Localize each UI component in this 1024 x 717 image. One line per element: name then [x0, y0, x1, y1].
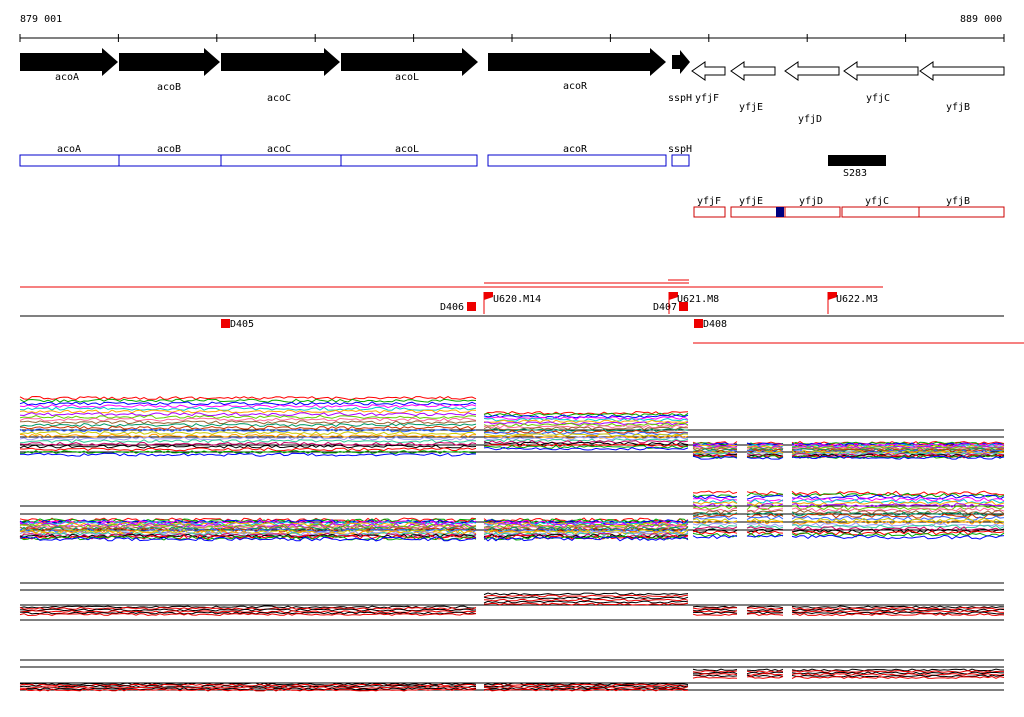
svg-text:yfjF: yfjF [695, 93, 719, 104]
cds-box-acoC[interactable]: acoC [220, 144, 342, 167]
svg-text:acoA: acoA [55, 72, 79, 83]
svg-text:acoR: acoR [563, 144, 588, 155]
expression-panel-2 [19, 490, 1005, 542]
svg-text:yfjB: yfjB [946, 196, 970, 207]
cds-box-yfjE[interactable]: yfjE [730, 196, 786, 218]
cds-box-acoB[interactable]: acoB [118, 144, 222, 167]
gene-arrow-acoL[interactable]: acoL [341, 48, 478, 83]
gene-arrow-yfjD[interactable]: yfjD [784, 61, 840, 125]
svg-text:yfjD: yfjD [798, 114, 822, 125]
svg-text:U620.M14: U620.M14 [493, 294, 541, 305]
cds-box-yfjF[interactable]: yfjF [693, 196, 726, 218]
cds-box-sspH[interactable]: sspH [668, 144, 692, 167]
marker-track: D406 U620.M14 D407 U621.M8 U622.M3 D405 … [20, 279, 1024, 344]
svg-text:S283: S283 [843, 168, 867, 179]
gene-arrow-acoA[interactable]: acoA [20, 48, 118, 83]
svg-text:D407: D407 [653, 302, 677, 313]
svg-text:yfjB: yfjB [946, 102, 970, 113]
cds-box-yfjD[interactable]: yfjD [784, 196, 841, 218]
cds-track-reverse: yfjF yfjE yfjD yfjC yfjB [693, 196, 1005, 218]
svg-text:U622.M3: U622.M3 [836, 294, 878, 305]
svg-text:yfjE: yfjE [739, 196, 763, 207]
cds-box-acoA[interactable]: acoA [19, 144, 120, 167]
marker-D406[interactable]: D406 [440, 302, 476, 313]
end-coordinate: 889 000 [960, 14, 1002, 25]
svg-text:acoL: acoL [395, 144, 419, 155]
gene-arrow-yfjE[interactable]: yfjE [730, 61, 776, 113]
gene-arrow-acoB[interactable]: acoB [119, 48, 220, 93]
svg-text:yfjC: yfjC [865, 196, 889, 207]
svg-text:acoL: acoL [395, 72, 419, 83]
cds-box-yfjC[interactable]: yfjC [841, 196, 920, 218]
svg-text:acoC: acoC [267, 93, 291, 104]
expression-panel-3 [19, 582, 1005, 621]
cds-box-yfjB[interactable]: yfjB [918, 196, 1005, 218]
svg-text:yfjC: yfjC [866, 93, 890, 104]
svg-text:acoB: acoB [157, 82, 181, 93]
gene-arrow-acoC[interactable]: acoC [221, 48, 340, 104]
marker-U621-M8[interactable]: U621.M8 [668, 292, 719, 314]
gene-track: acoA acoB acoC acoL acoR sspH yfjF yfj [20, 48, 1005, 125]
cds-track-forward: acoA acoB acoC acoL acoR sspH [19, 144, 692, 167]
marker-U620-M14[interactable]: U620.M14 [483, 292, 541, 314]
expression-panel-4 [19, 659, 1005, 692]
svg-text:acoA: acoA [57, 144, 81, 155]
svg-text:D406: D406 [440, 302, 464, 313]
cds-box-acoL[interactable]: acoL [340, 144, 478, 167]
svg-text:D405: D405 [230, 319, 254, 330]
cds-box-acoR[interactable]: acoR [487, 144, 667, 167]
svg-text:acoR: acoR [563, 81, 588, 92]
svg-text:sspH: sspH [668, 144, 692, 155]
gene-arrow-yfjC[interactable]: yfjC [843, 61, 919, 104]
highlight-block [776, 207, 784, 217]
gene-arrow-sspH[interactable]: sspH [668, 50, 692, 104]
marker-D407[interactable]: D407 [653, 302, 688, 313]
svg-text:yfjE: yfjE [739, 102, 763, 113]
marker-U622-M3[interactable]: U622.M3 [827, 292, 878, 314]
gene-arrow-yfjB[interactable]: yfjB [919, 61, 1005, 113]
svg-text:D408: D408 [703, 319, 727, 330]
expression-panel-1 [19, 395, 1005, 460]
marker-D405[interactable]: D405 [221, 319, 254, 330]
svg-text:acoB: acoB [157, 144, 181, 155]
svg-text:acoC: acoC [267, 144, 291, 155]
coordinate-ruler: 879 001 889 000 [19, 14, 1005, 42]
svg-text:U621.M8: U621.M8 [677, 294, 719, 305]
gene-arrow-acoR[interactable]: acoR [488, 48, 666, 92]
gene-arrow-yfjF[interactable]: yfjF [691, 61, 726, 104]
svg-text:yfjD: yfjD [799, 196, 823, 207]
svg-text:yfjF: yfjF [697, 196, 721, 207]
svg-text:sspH: sspH [668, 93, 692, 104]
marker-D408[interactable]: D408 [694, 319, 727, 330]
start-coordinate: 879 001 [20, 14, 62, 25]
feature-S283[interactable]: S283 [828, 155, 886, 179]
